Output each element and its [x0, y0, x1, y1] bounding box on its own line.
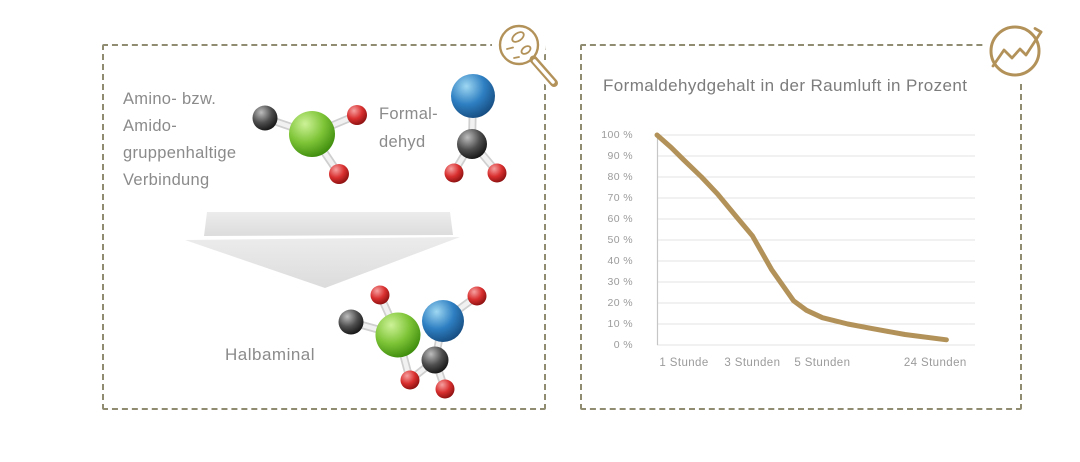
- reactant1-line: Amido-: [123, 117, 178, 135]
- y-tick-label: 20 %: [607, 297, 633, 309]
- x-tick-label: 1 Stunde: [659, 357, 709, 369]
- reactant1-line: Verbindung: [123, 171, 210, 189]
- molecule-halbaminal: [338, 285, 487, 399]
- product-label: Halbaminal: [225, 345, 316, 364]
- y-tick-label: 90 %: [607, 150, 633, 162]
- reactant2-line: dehyd: [379, 133, 426, 151]
- y-tick-label: 10 %: [607, 318, 633, 330]
- formaldehyde-decay-line: [654, 132, 949, 343]
- y-tick-label: 60 %: [607, 213, 633, 225]
- y-tick-label: 30 %: [607, 276, 633, 288]
- y-tick-label: 70 %: [607, 192, 633, 204]
- reaction-diagram-panel: Amino- bzw. Amido- gruppenhaltige Verbin…: [102, 44, 546, 410]
- magnifier-molecules-icon: [492, 18, 562, 91]
- molecule-illustration: [185, 74, 507, 399]
- x-tick-label: 3 Stunden: [724, 357, 781, 369]
- x-tick-label: 24 Stunden: [903, 357, 967, 369]
- chart-title: Formaldehydgehalt in der Raumluft in Pro…: [603, 76, 968, 95]
- reactant1-line: gruppenhaltige: [123, 144, 237, 162]
- formaldehyde-chart-panel: Formaldehydgehalt in der Raumluft in Pro…: [580, 44, 1022, 410]
- reactant2-label: Formal- dehyd: [379, 100, 438, 156]
- chart-area: 100 % 90 % 80 % 70 % 60 % 50 % 40 % 30 % 20 % 10 …: [582, 46, 1020, 408]
- chart-plot-svg: [654, 132, 975, 346]
- trend-line-chart-icon: [985, 21, 1045, 81]
- y-tick-label: 80 %: [607, 171, 633, 183]
- y-tick-label: 0 %: [613, 339, 633, 351]
- molecule-amino-compound: [252, 105, 367, 184]
- x-tick-label: 5 Stunden: [794, 357, 851, 369]
- y-tick-label: 40 %: [607, 255, 633, 267]
- reaction-arrow-down: [185, 212, 460, 288]
- reactant1-line: Amino- bzw.: [123, 90, 217, 108]
- y-tick-label: 50 %: [607, 234, 633, 246]
- y-tick-label: 100 %: [601, 129, 633, 141]
- reactant2-line: Formal-: [379, 105, 438, 123]
- reactant1-label: Amino- bzw. Amido- gruppenhaltige Verbin…: [123, 86, 236, 194]
- molecule-formaldehyde: [444, 74, 507, 183]
